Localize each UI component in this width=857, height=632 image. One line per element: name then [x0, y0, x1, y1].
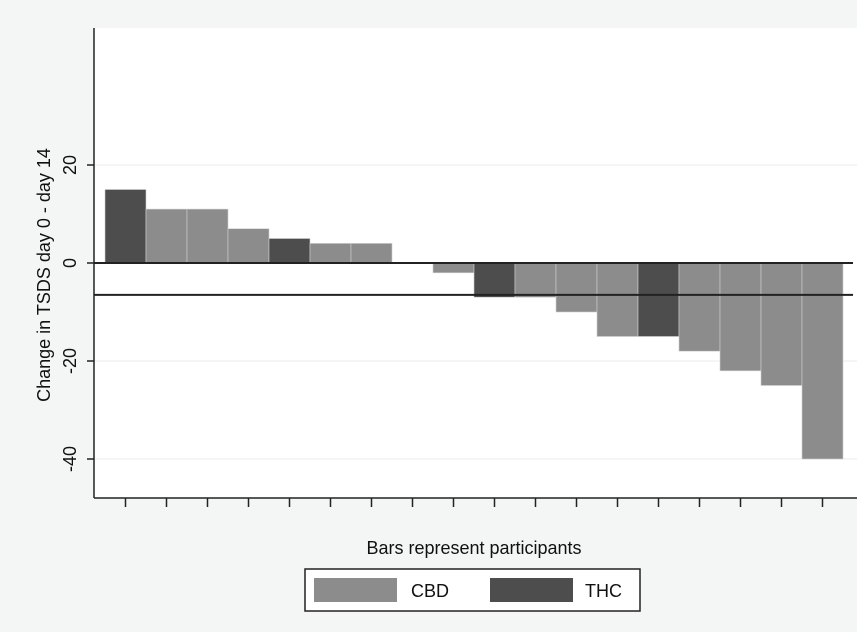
reference-lines [94, 262, 853, 296]
bar-cbd-16 [719, 262, 762, 372]
legend-swatch-cbd [314, 578, 397, 602]
bar-thc-5 [268, 238, 311, 264]
bar-cbd-17 [760, 262, 803, 386]
y-tick-label-0: 20 [60, 155, 80, 175]
y-axis-title: Change in TSDS day 0 - day 14 [34, 148, 54, 402]
bars [104, 189, 844, 460]
bar-cbd-12 [555, 262, 598, 313]
x-axis-title: Bars represent participants [366, 538, 581, 558]
legend: CBD THC [304, 568, 641, 612]
legend-label-thc: THC [585, 581, 622, 601]
bar-thc-14 [637, 262, 680, 337]
bar-cbd-7 [350, 243, 393, 264]
bar-cbd-9 [432, 262, 475, 274]
bar-cbd-13 [596, 262, 639, 337]
legend-label-cbd: CBD [411, 581, 449, 601]
bar-thc-1 [104, 189, 147, 264]
bar-cbd-3 [186, 208, 229, 264]
y-tick-label-2: -20 [60, 348, 80, 374]
bar-cbd-15 [678, 262, 721, 352]
y-tick-label-1: 0 [60, 258, 80, 268]
y-tick-label-3: -40 [60, 446, 80, 472]
axes: 20 0 -20 -40 [60, 28, 857, 507]
bar-thc-10 [473, 262, 516, 298]
bar-cbd-6 [309, 243, 352, 264]
legend-swatch-thc [490, 578, 573, 602]
bar-cbd-2 [145, 208, 188, 264]
bar-cbd-4 [227, 228, 270, 264]
bar-cbd-11 [514, 262, 557, 298]
bar-cbd-18 [801, 262, 844, 460]
